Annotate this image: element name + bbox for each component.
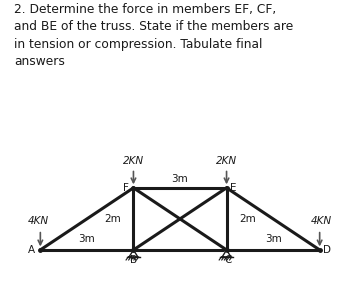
Text: D: D: [323, 245, 332, 255]
Text: 2KN: 2KN: [123, 155, 144, 166]
Text: 3m: 3m: [265, 234, 282, 244]
Text: 4KN: 4KN: [311, 216, 332, 226]
Polygon shape: [222, 250, 231, 257]
Text: B: B: [130, 255, 137, 265]
Text: 2m: 2m: [239, 214, 256, 224]
Text: C: C: [224, 255, 232, 265]
Text: A: A: [28, 245, 35, 255]
Text: 3m: 3m: [78, 234, 95, 244]
Text: F: F: [123, 183, 129, 193]
Text: 4KN: 4KN: [28, 216, 49, 226]
Text: 2KN: 2KN: [216, 155, 237, 166]
Polygon shape: [129, 250, 138, 257]
Text: 2m: 2m: [104, 214, 121, 224]
Text: 3m: 3m: [172, 174, 188, 184]
Text: E: E: [230, 183, 236, 193]
Text: 2. Determine the force in members EF, CF,
and BE of the truss. State if the memb: 2. Determine the force in members EF, CF…: [14, 3, 294, 68]
